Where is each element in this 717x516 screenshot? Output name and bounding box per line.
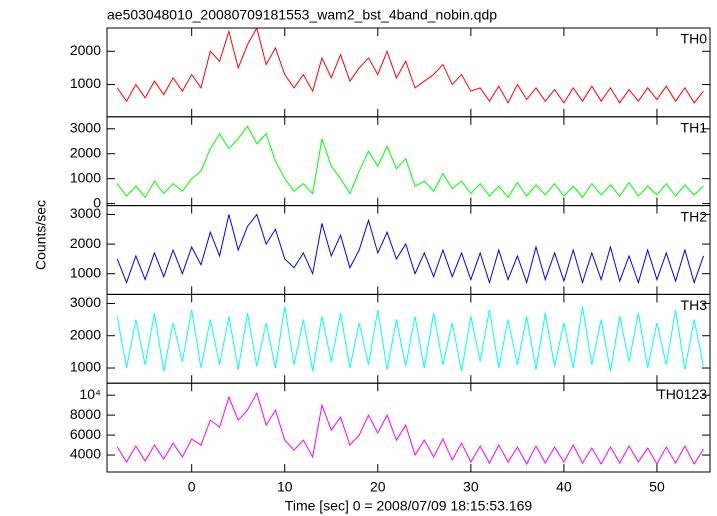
data-line <box>116 306 704 372</box>
y-tick-label: 0 <box>93 194 101 210</box>
y-tick-label: 10⁴ <box>79 386 101 402</box>
x-tick-label: 10 <box>277 479 293 495</box>
series-label: TH0 <box>681 31 708 47</box>
data-line <box>116 391 704 466</box>
series-label: TH1 <box>681 120 708 136</box>
data-line <box>116 28 704 104</box>
y-tick-label: 8000 <box>70 406 101 422</box>
x-tick-label: 0 <box>188 479 196 495</box>
y-axis-label: Counts/sec <box>33 200 49 270</box>
x-tick-label: 20 <box>370 479 386 495</box>
y-tick-label: 2000 <box>70 235 101 251</box>
panel-frame <box>106 27 711 118</box>
data-line <box>116 213 704 285</box>
panel-frame <box>106 116 711 207</box>
data-line <box>116 125 704 199</box>
y-tick-label: 1000 <box>70 359 101 375</box>
series-label: TH2 <box>681 208 708 224</box>
x-axis-label: Time [sec] 0 = 2008/07/09 18:15:53.169 <box>285 498 533 514</box>
chart-title: ae503048010_20080709181553_wam2_bst_4ban… <box>107 7 497 23</box>
y-tick-label: 3000 <box>70 119 101 135</box>
y-tick-label: 1000 <box>70 264 101 280</box>
x-tick-label: 50 <box>649 479 665 495</box>
y-tick-label: 2000 <box>70 144 101 160</box>
y-tick-label: 4000 <box>70 446 101 462</box>
x-tick-label: 40 <box>556 479 572 495</box>
y-tick-label: 3000 <box>70 294 101 310</box>
panel-frame <box>106 293 711 384</box>
series-label: TH0123 <box>657 386 707 402</box>
y-tick-label: 1000 <box>70 169 101 185</box>
y-tick-label: 1000 <box>70 75 101 91</box>
y-tick-label: 2000 <box>70 326 101 342</box>
series-label: TH3 <box>681 297 708 313</box>
x-tick-label: 30 <box>463 479 479 495</box>
y-tick-label: 3000 <box>70 205 101 221</box>
y-tick-label: 2000 <box>70 42 101 58</box>
y-tick-label: 6000 <box>70 426 101 442</box>
panel-frame <box>106 382 711 473</box>
